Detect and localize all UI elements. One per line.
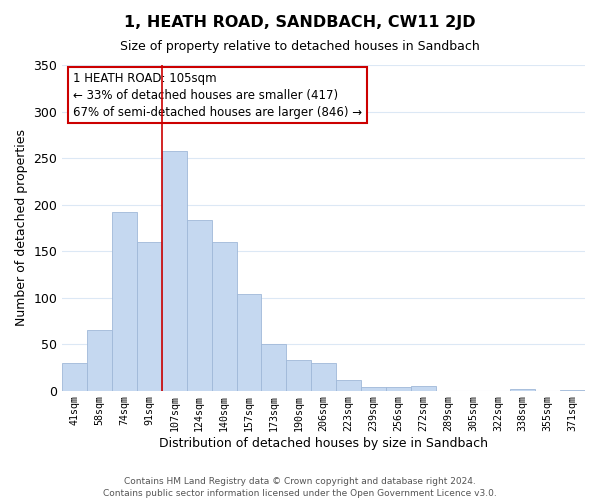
Text: 1 HEATH ROAD: 105sqm
← 33% of detached houses are smaller (417)
67% of semi-deta: 1 HEATH ROAD: 105sqm ← 33% of detached h… xyxy=(73,72,362,118)
Bar xyxy=(212,242,236,390)
Text: 1, HEATH ROAD, SANDBACH, CW11 2JD: 1, HEATH ROAD, SANDBACH, CW11 2JD xyxy=(124,15,476,30)
Bar xyxy=(386,387,411,390)
Bar xyxy=(411,386,436,390)
X-axis label: Distribution of detached houses by size in Sandbach: Distribution of detached houses by size … xyxy=(159,437,488,450)
Bar xyxy=(137,242,162,390)
Y-axis label: Number of detached properties: Number of detached properties xyxy=(15,130,28,326)
Bar xyxy=(87,330,112,390)
Bar xyxy=(62,362,87,390)
Bar xyxy=(361,387,386,390)
Bar xyxy=(511,388,535,390)
Bar xyxy=(336,380,361,390)
Bar xyxy=(311,362,336,390)
Bar xyxy=(187,220,212,390)
Bar xyxy=(236,294,262,390)
Text: Contains HM Land Registry data © Crown copyright and database right 2024.
Contai: Contains HM Land Registry data © Crown c… xyxy=(103,476,497,498)
Text: Size of property relative to detached houses in Sandbach: Size of property relative to detached ho… xyxy=(120,40,480,53)
Bar xyxy=(112,212,137,390)
Bar xyxy=(162,150,187,390)
Bar xyxy=(286,360,311,390)
Bar xyxy=(262,344,286,391)
